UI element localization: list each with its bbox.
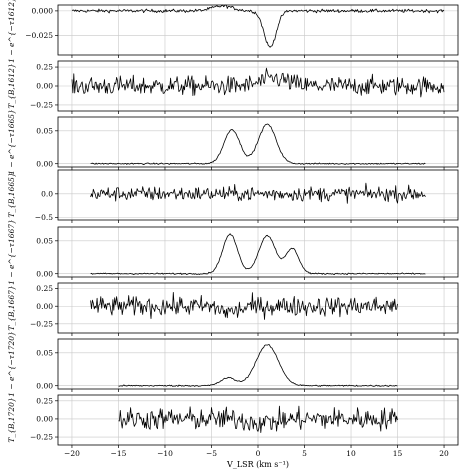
y-tick-label: 0.00 — [36, 381, 53, 390]
y-axis-label: T_{B,1720} — [7, 397, 16, 442]
x-tick-label: 20 — [439, 449, 449, 458]
y-axis-label: 1 − e^{−τ1612} — [7, 0, 16, 63]
spectrum-line-8 — [118, 405, 398, 433]
y-tick-label: 0.00 — [36, 415, 53, 424]
panel-5: 0.05 0.00 1 − e^{−τ1667} — [7, 219, 459, 285]
y-axis-label: 1 − e^{−τ1665} — [7, 109, 16, 175]
y-tick-label: 0.000 — [32, 6, 54, 15]
y-tick-label: 0.0 — [41, 189, 53, 198]
spectrum-line-5 — [90, 233, 426, 275]
panel-4: 0.0 −0.5 T_{B,1665} — [7, 169, 459, 223]
panel-1: 0.000 −0.025 1 − e^{−τ1612} — [7, 0, 459, 63]
spectrum-line-1 — [71, 4, 445, 48]
y-axis-label: T_{B,1667} — [7, 285, 16, 330]
y-axis-label: T_{B,1665} — [7, 172, 16, 217]
x-tick-label: 15 — [393, 449, 403, 458]
spectrum-line-2 — [71, 67, 445, 98]
y-tick-label: 0.25 — [36, 63, 53, 72]
y-tick-label: 0.05 — [36, 348, 53, 357]
y-tick-label: −0.5 — [35, 213, 53, 222]
x-tick-label: −10 — [157, 449, 173, 458]
y-tick-label: −0.25 — [30, 433, 53, 442]
x-tick-label: 0 — [256, 449, 261, 458]
y-tick-label: 0.00 — [36, 302, 53, 311]
spectrum-line-7 — [118, 344, 398, 387]
panel-3: 0.05 0.00 1 − e^{−τ1665} — [7, 109, 459, 175]
y-tick-label: 0.05 — [36, 236, 53, 245]
panel-8: 0.25 0.00 −0.25 −20 −15 −10 −5 0 5 10 15 20 T_{B,172… — [7, 394, 459, 458]
panel-2: 0.25 0.00 −0.25 T_{B,1612} — [7, 60, 459, 114]
panel-6: 0.25 0.00 −0.25 T_{B,1667} — [7, 282, 459, 336]
spectrum-line-6 — [90, 292, 398, 320]
panel-7: 0.05 0.00 1 − e^{−τ1720} — [7, 331, 459, 397]
y-tick-label: −0.25 — [30, 101, 53, 110]
y-tick-label: 0.25 — [36, 396, 53, 405]
x-tick-label: −15 — [111, 449, 127, 458]
x-tick-label: −5 — [206, 449, 217, 458]
x-axis-label: V_LSR (km s⁻¹) — [226, 460, 289, 469]
y-tick-label: 0.00 — [36, 82, 53, 91]
y-tick-label: 0.00 — [36, 159, 53, 168]
y-axis-label: 1 − e^{−τ1720} — [7, 331, 16, 397]
spectrum-line-4 — [90, 182, 426, 204]
x-tick-label: −20 — [64, 449, 80, 458]
y-tick-label: 0.25 — [36, 284, 53, 293]
y-tick-label: −0.25 — [30, 319, 53, 328]
y-axis-label: 1 − e^{−τ1667} — [7, 219, 16, 285]
spectrum-line-3 — [90, 123, 426, 165]
y-tick-label: 0.05 — [36, 126, 53, 135]
y-tick-label: −0.025 — [25, 31, 53, 40]
y-axis-label: T_{B,1612} — [7, 63, 16, 108]
x-tick-label: 5 — [302, 449, 307, 458]
x-tick-label: 10 — [346, 449, 356, 458]
y-tick-label: 0.00 — [36, 269, 53, 278]
